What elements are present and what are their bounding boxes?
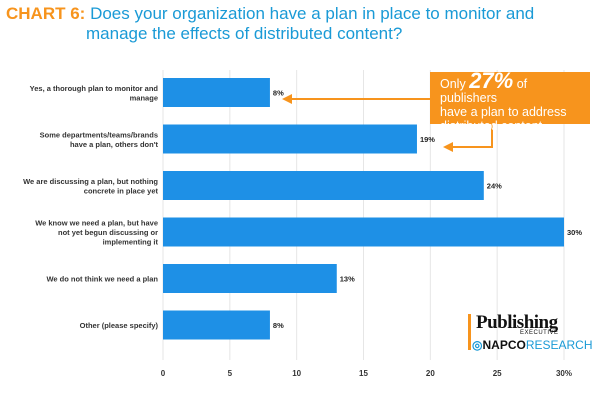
callout-pre: Only	[440, 77, 466, 91]
callout-post: of publishers	[440, 77, 528, 105]
callout-line-2: have a plan to address	[440, 105, 567, 119]
data-label: 8%	[273, 321, 284, 330]
category-label: Yes, a thorough plan to monitor and	[30, 84, 159, 93]
data-label: 13%	[340, 275, 355, 284]
bar	[163, 264, 337, 293]
chart-title: CHART 6: Does your organization have a p…	[6, 4, 566, 44]
callout-box: Only 27% of publishers have a plan to ad…	[430, 70, 590, 133]
data-label: 24%	[487, 182, 502, 191]
bar	[163, 217, 564, 247]
category-label: concrete in place yet	[84, 186, 159, 195]
title-line-2: manage the effects of distributed conten…	[86, 24, 403, 43]
category-label: Other (please specify)	[80, 321, 159, 330]
callout-arrow-2	[452, 124, 493, 148]
arrow-head-1	[282, 94, 292, 104]
data-label: 19%	[420, 135, 435, 144]
data-label: 8%	[273, 89, 284, 98]
category-label: implementing it	[103, 238, 159, 247]
logo-research-text: RESEARCH	[525, 338, 593, 352]
logo-napco-text: NAPCO	[482, 338, 526, 352]
category-label: We are discussing a plan, but nothing	[23, 177, 158, 186]
title-line-1: Does your organization have a plan in pl…	[90, 4, 535, 23]
callout-line-3: distributed content.	[440, 119, 546, 133]
callout-highlight: 27%	[469, 68, 514, 93]
category-label: manage	[130, 93, 158, 102]
chart-number-label: CHART 6:	[6, 4, 86, 23]
x-tick-label: 5	[228, 369, 233, 378]
x-tick-label: 0	[161, 369, 166, 378]
bar	[163, 310, 270, 340]
bar	[163, 78, 270, 107]
logo-executive-text: EXECUTIVE	[520, 330, 559, 336]
publishing-executive-logo: Publishing	[476, 312, 558, 333]
x-tick-label: 10	[292, 369, 301, 378]
x-tick-label: 15	[359, 369, 368, 378]
category-label: Some departments/teams/brands	[40, 130, 158, 139]
category-label: have a plan, others don't	[70, 140, 159, 149]
category-label: We do not think we need a plan	[46, 275, 158, 284]
x-tick-label: 25	[493, 369, 502, 378]
x-tick-label: 20	[426, 369, 435, 378]
arrow-head-2	[443, 142, 453, 152]
bar	[163, 124, 417, 154]
napco-ring-icon: ◎	[472, 338, 483, 352]
data-label: 30%	[567, 228, 582, 237]
napco-research-logo: ◎NAPCORESEARCH	[472, 338, 593, 352]
category-label: We know we need a plan, but have	[35, 219, 158, 228]
category-label: not yet begun discussing or	[58, 228, 158, 237]
x-tick-label: 30%	[556, 369, 572, 378]
logo-accent-bar	[468, 314, 471, 350]
bar	[163, 171, 484, 200]
